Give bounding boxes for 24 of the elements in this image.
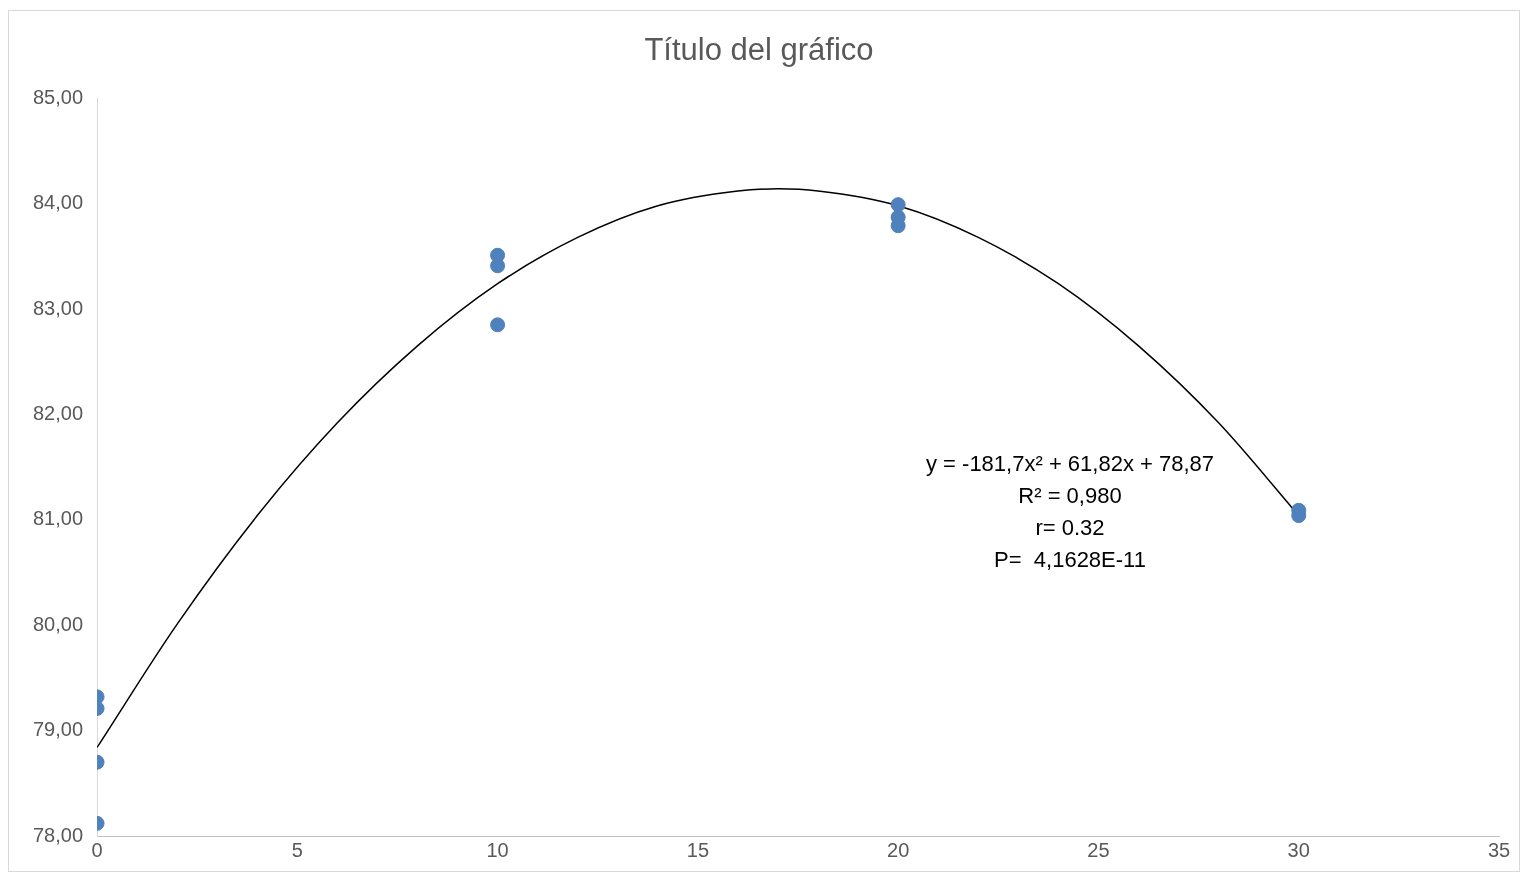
- y-tick-label: 78,00: [32, 823, 84, 846]
- y-tick-label: 80,00: [32, 612, 84, 635]
- point: [890, 197, 906, 213]
- annotation: P= 4,1628E-11: [994, 546, 1146, 572]
- x-tick-label: 5: [291, 838, 303, 861]
- x-tick-label: 15: [686, 838, 710, 861]
- annotation: r= 0.32: [1035, 514, 1105, 540]
- x-tick-label: 20: [887, 838, 910, 861]
- y-tick-label: 79,00: [32, 718, 84, 741]
- x-tick-label: 0: [91, 838, 103, 861]
- point: [490, 258, 506, 274]
- point: [490, 317, 506, 333]
- x-tick-label: 35: [1487, 838, 1511, 861]
- x-tick-label: 25: [1087, 838, 1110, 861]
- y-tick-label: 83,00: [32, 296, 84, 319]
- y-tick-label: 81,00: [32, 507, 84, 530]
- annotation: R² = 0,980: [1018, 482, 1122, 508]
- y-tick-label: 85,00: [32, 85, 84, 108]
- y-tick-label: 84,00: [32, 191, 84, 214]
- x-tick-label: 30: [1287, 838, 1310, 861]
- annotation: y = -181,7x² + 61,82x + 78,87: [925, 450, 1215, 476]
- x-tick-label: 10: [486, 838, 509, 861]
- y-tick-label: 82,00: [32, 401, 84, 424]
- chart-title: Título del gráfico: [644, 32, 874, 68]
